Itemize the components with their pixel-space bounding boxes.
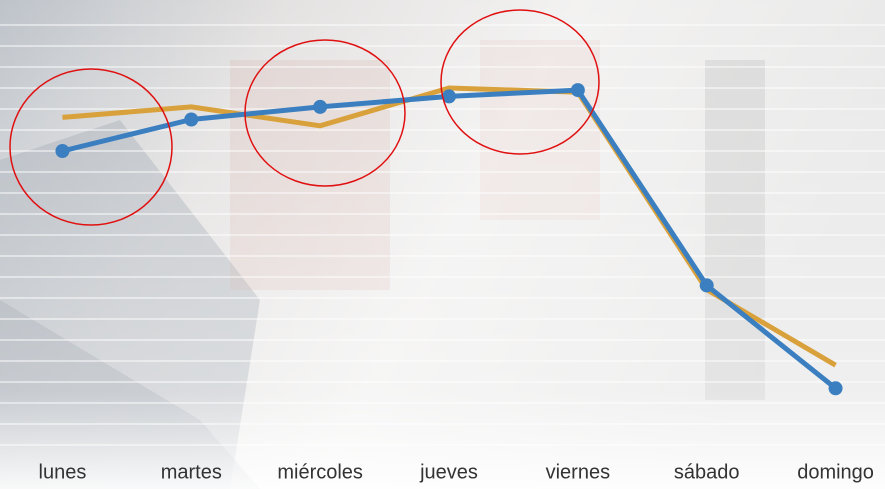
x-tick-label: jueves <box>419 461 478 483</box>
point-marker <box>184 112 199 127</box>
x-tick-label: lunes <box>39 461 87 483</box>
point-marker <box>313 99 328 114</box>
highlight-circle <box>9 68 173 226</box>
point-marker <box>699 278 714 293</box>
point-marker <box>55 144 70 158</box>
x-axis: lunes martes miércoles jueves viernes sábado d… <box>39 461 874 483</box>
point-marker <box>570 83 585 98</box>
x-tick-label: sábado <box>674 461 740 483</box>
x-tick-label: martes <box>161 461 222 483</box>
highlight-circle <box>440 9 600 155</box>
x-tick-label: domingo <box>797 461 874 483</box>
point-marker <box>442 89 456 104</box>
x-tick-label: viernes <box>546 461 610 483</box>
point-marker <box>828 381 843 396</box>
annotations <box>9 9 600 226</box>
x-tick-label: miércoles <box>277 461 363 483</box>
plot <box>55 83 843 396</box>
grid <box>0 24 885 446</box>
highlight-circle <box>244 39 406 187</box>
